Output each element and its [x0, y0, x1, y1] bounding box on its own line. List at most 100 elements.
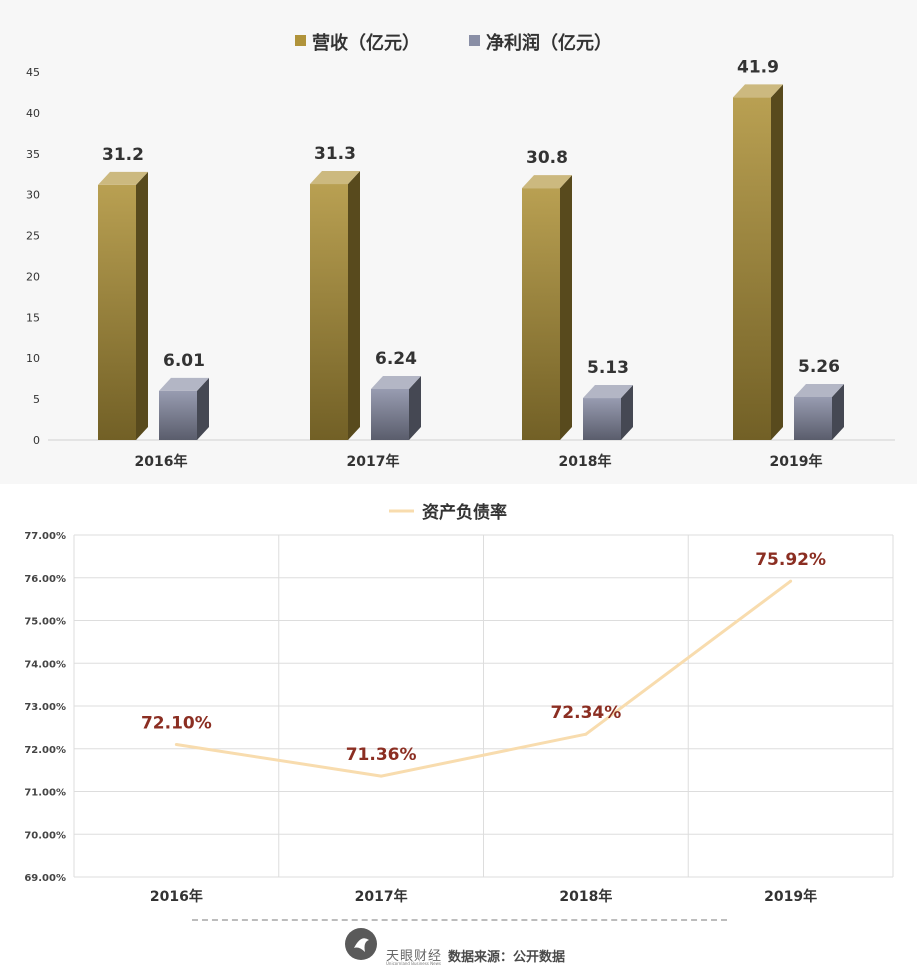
line-x-tick-label: 2018年	[559, 888, 612, 905]
bar-x-tick-label: 2016年	[135, 453, 188, 470]
bar-top-face	[522, 175, 572, 189]
bar-data-label: 31.3	[314, 144, 356, 164]
bar-data-label: 6.24	[375, 349, 417, 369]
brand-subtitle: Unicornland Business News	[386, 961, 441, 966]
bar-data-label: 5.13	[587, 358, 629, 378]
bar-x-tick-label: 2017年	[347, 453, 400, 470]
bar-y-axis: 0 5 10 15 20 25 30 35 40 45	[26, 66, 40, 447]
line-path	[176, 579, 792, 778]
bar-y-tick-label: 5	[33, 393, 40, 406]
bar	[159, 390, 197, 440]
line-x-tick-label: 2016年	[150, 888, 203, 905]
bar-3d-group	[583, 385, 633, 440]
bar-3d-group	[733, 84, 783, 441]
line-x-tick-label: 2017年	[355, 888, 408, 905]
bar	[794, 396, 832, 440]
line-series: 72.10% 71.36% 72.34% 75.92%	[141, 550, 826, 778]
line-grid	[73, 534, 894, 878]
bar-y-tick-label: 10	[26, 352, 40, 365]
bar-3d-group	[98, 171, 148, 440]
line-y-tick-label: 71.00%	[24, 788, 66, 799]
bar-x-tick-label: 2018年	[559, 453, 612, 470]
bar-y-tick-label: 0	[33, 434, 40, 447]
brand-name: 天眼财经	[386, 949, 443, 964]
line-point	[379, 774, 383, 778]
bar-data-label: 6.01	[163, 351, 205, 371]
line-y-tick-label: 69.00%	[24, 873, 66, 884]
bar-side-face	[409, 375, 421, 440]
bar-y-tick-label: 20	[26, 270, 40, 283]
bar-x-axis: 2016年 2017年 2018年 2019年	[135, 453, 823, 470]
bar-3d-group	[522, 175, 572, 440]
bar-top-face	[159, 377, 209, 391]
bar-top-face	[98, 171, 148, 185]
bar-legend-label: 净利润（亿元）	[486, 32, 612, 54]
bar-data-label: 5.26	[798, 357, 840, 377]
bar-data-label: 41.9	[737, 57, 779, 77]
bar-chart: 营收（亿元） 净利润（亿元） 0 5 10 15 20 25 30 35 40 45 31.2 6.0…	[26, 32, 895, 470]
line-y-axis: 69.00% 70.00% 71.00% 72.00% 73.00% 74.00% 75.0…	[24, 531, 66, 884]
bar-y-tick-label: 45	[26, 66, 40, 79]
bar-top-face	[583, 385, 633, 399]
bar-chart-panel: 营收（亿元） 净利润（亿元） 0 5 10 15 20 25 30 35 40 45 31.2 6.0…	[0, 0, 917, 484]
bar-top-face	[794, 383, 844, 397]
bar-side-face	[348, 171, 360, 440]
line-data-label: 72.10%	[141, 713, 212, 733]
bar-3d-group	[794, 383, 844, 440]
line-y-tick-label: 72.00%	[24, 745, 66, 756]
bar-3d-group	[371, 375, 421, 440]
bar-side-face	[832, 383, 844, 440]
line-legend-label: 资产负债率	[422, 502, 507, 523]
bar-y-tick-label: 35	[26, 148, 40, 161]
bar-data-label: 31.2	[102, 145, 144, 165]
line-y-tick-label: 73.00%	[24, 702, 66, 713]
line-x-tick-label: 2019年	[764, 888, 817, 905]
bar-side-face	[560, 175, 572, 440]
bar-y-tick-label: 30	[26, 189, 40, 202]
line-y-tick-label: 70.00%	[24, 830, 66, 841]
bar	[310, 184, 348, 440]
footer	[0, 914, 917, 978]
line-chart-panel: 资产负债率 69.00% 70.00% 71.00% 72.00% 73.00% 74.0…	[0, 484, 917, 914]
bar-legend: 营收（亿元） 净利润（亿元）	[295, 32, 612, 54]
bar	[583, 398, 621, 440]
bar-legend-swatch	[295, 35, 306, 46]
bar-side-face	[621, 385, 633, 440]
footer-divider	[192, 919, 727, 921]
line-y-tick-label: 77.00%	[24, 531, 66, 542]
bar-series: 31.2 6.01 31.3 6.24 30.8 5.13 41.9 5.26	[98, 57, 844, 441]
bar-y-tick-label: 25	[26, 230, 40, 243]
bar-3d-group	[310, 171, 360, 440]
line-point	[174, 742, 178, 746]
bar-side-face	[136, 171, 148, 440]
bar-y-tick-label: 15	[26, 311, 40, 324]
line-legend: 资产负债率	[389, 502, 507, 523]
bar	[371, 388, 409, 440]
line-chart: 资产负债率 69.00% 70.00% 71.00% 72.00% 73.00% 74.0…	[24, 502, 894, 905]
bar-y-tick-label: 40	[26, 107, 40, 120]
line-y-tick-label: 76.00%	[24, 574, 66, 585]
data-source: 数据来源：公开数据	[448, 950, 566, 965]
line-point	[584, 732, 588, 736]
bar	[522, 188, 560, 440]
bar	[733, 97, 771, 441]
bar-x-tick-label: 2019年	[770, 453, 823, 470]
bar-top-face	[310, 171, 360, 185]
bar-top-face	[733, 84, 783, 98]
bar-data-label: 30.8	[526, 148, 568, 168]
line-x-axis: 2016年 2017年 2018年 2019年	[150, 888, 817, 905]
line-y-tick-label: 74.00%	[24, 659, 66, 670]
line-data-label: 72.34%	[550, 703, 621, 723]
bar-side-face	[771, 84, 783, 441]
bar-legend-swatch	[469, 35, 480, 46]
line-y-tick-label: 75.00%	[24, 617, 66, 628]
bar-legend-label: 营收（亿元）	[312, 32, 420, 54]
bar-3d-group	[159, 377, 209, 440]
line-data-label: 75.92%	[755, 550, 826, 570]
bar-top-face	[371, 375, 421, 389]
line-point	[789, 579, 793, 583]
bar-side-face	[197, 377, 209, 440]
line-data-label: 71.36%	[346, 745, 417, 765]
brand-logo-icon	[345, 928, 377, 960]
bar	[98, 184, 136, 440]
